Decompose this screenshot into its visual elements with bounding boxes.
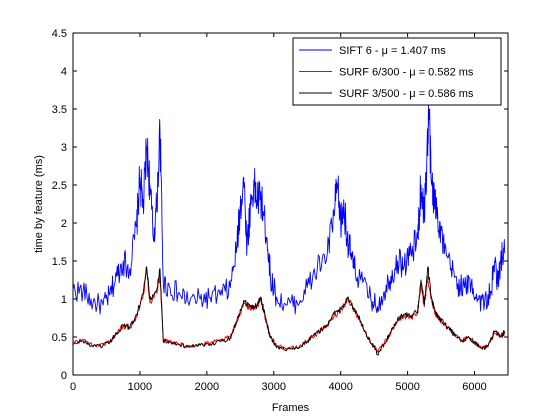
x-tick-label: 2000: [195, 381, 219, 393]
y-tick-label: 4: [61, 66, 67, 78]
legend-label-2: SURF 6/300 - μ = 0.582 ms: [339, 67, 474, 79]
y-tick-label: 4.5: [52, 28, 67, 40]
series-line-3: [72, 266, 506, 356]
x-tick-label: 5000: [395, 381, 419, 393]
y-tick-label: 0.5: [52, 332, 67, 344]
series-line-2: [72, 268, 506, 353]
x-tick-label: 1000: [128, 381, 152, 393]
y-tick-label: 1.5: [52, 256, 67, 268]
legend-label-3: SURF 3/500 - μ = 0.586 ms: [339, 88, 474, 100]
legend: SIFT 6 - μ = 1.407 ms SURF 6/300 - μ = 0.…: [292, 37, 502, 106]
ticks-layer: 0 1000 2000 3000 4000 5000 6000 0 0.5 1 1.5 2 2.5 3 3.…: [52, 28, 508, 393]
x-tick-label: 4000: [328, 381, 352, 393]
y-tick-label: 0: [61, 370, 67, 382]
legend-label-1: SIFT 6 - μ = 1.407 ms: [339, 45, 446, 57]
y-tick-label: 1: [61, 294, 67, 306]
x-tick-label: 6000: [462, 381, 486, 393]
series-layer: [72, 103, 506, 356]
y-tick-label: 2: [61, 218, 67, 230]
y-tick-label: 3.5: [52, 104, 67, 116]
x-axis-label: Frames: [272, 402, 310, 414]
x-tick-label: 0: [70, 381, 76, 393]
series-line-1: [72, 103, 506, 315]
y-tick-label: 2.5: [52, 180, 67, 192]
x-tick-label: 3000: [262, 381, 286, 393]
y-tick-label: 3: [61, 142, 67, 154]
y-axis-label: time by feature (ms): [33, 155, 45, 253]
